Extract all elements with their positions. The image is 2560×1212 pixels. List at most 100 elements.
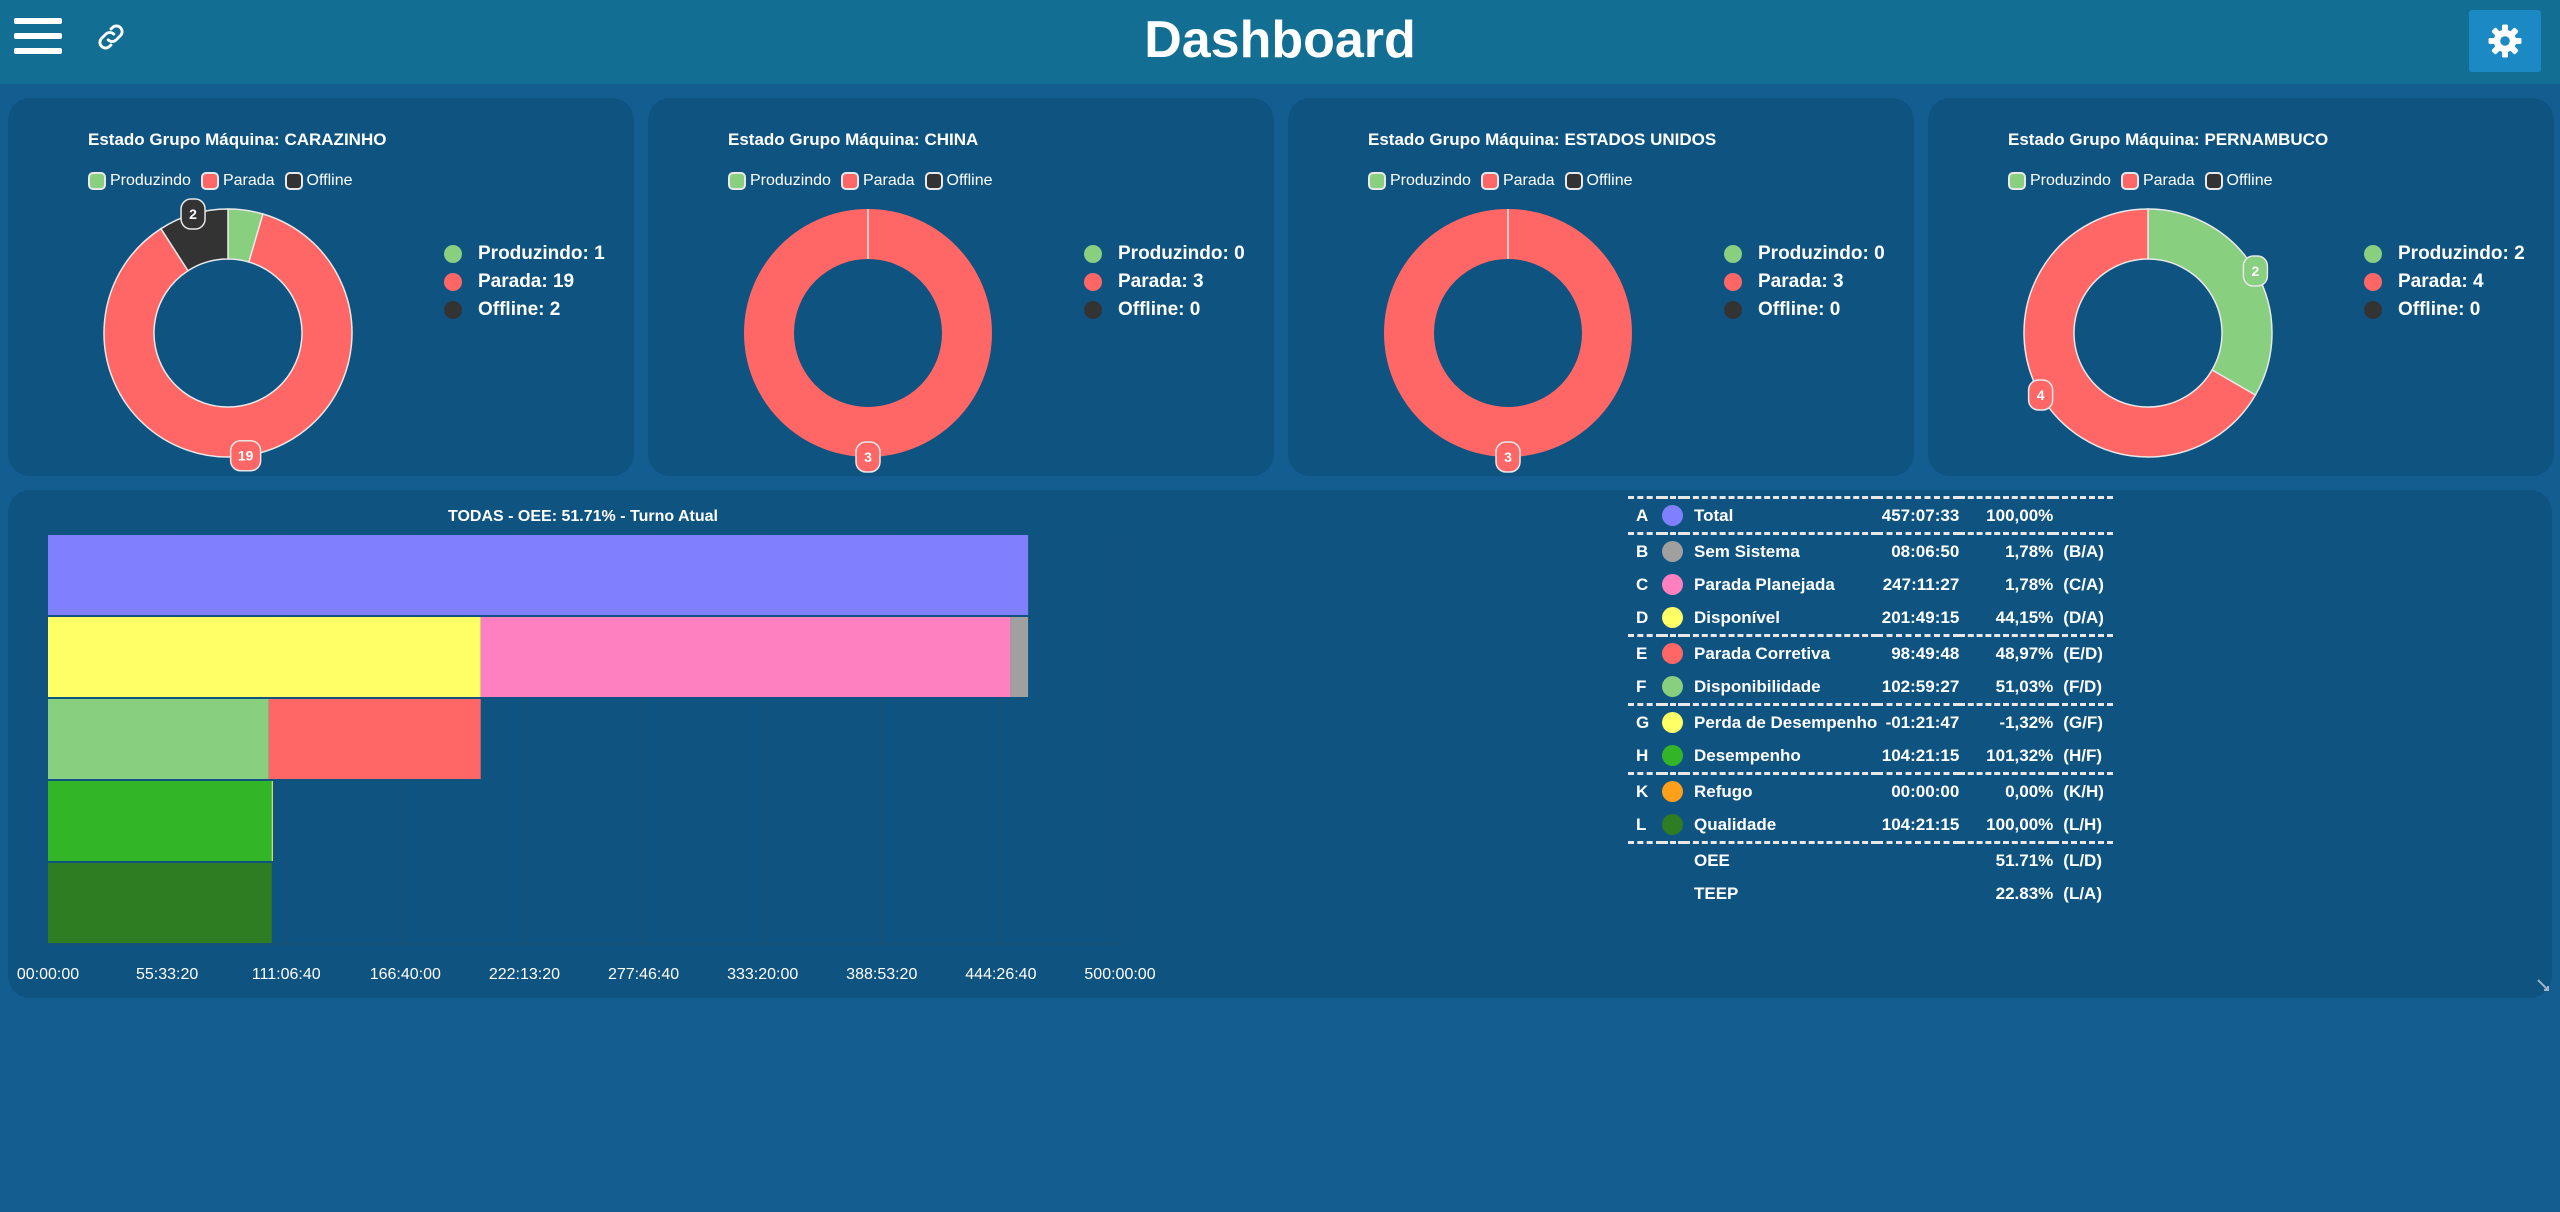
x-tick-label: 277:46:40: [607, 966, 680, 983]
row-time: 247:11:27: [1882, 574, 1960, 594]
legend-dot: [1084, 245, 1102, 263]
legend-value-label: Produzindo: 2: [2398, 243, 2525, 264]
table-row: C Parada Planejada 247:11:27 1,78% (C/A): [1628, 568, 2113, 601]
x-tick-label: 444:26:40: [965, 966, 1037, 983]
legend-item-parada[interactable]: Parada: [840, 172, 915, 190]
legend-value-label: Offline: 0: [1118, 299, 1201, 320]
row-time: 102:59:27: [1881, 676, 1960, 696]
slice-label-badge: [2242, 255, 2269, 287]
legend-dot: [1084, 273, 1102, 291]
row-color-dot: [1662, 844, 1684, 877]
row-percent: 1,78%: [2005, 574, 2054, 594]
color-dot: [1662, 712, 1683, 733]
legend-dot: [444, 245, 462, 263]
pie-legend-top: Produzindo Parada Offline: [728, 172, 1003, 190]
legend-value-parada: Parada: 4: [2364, 268, 2525, 296]
legend-value-parada: Parada: 3: [1724, 268, 1885, 296]
pie-legend-values: Produzindo: 0 Parada: 3 Offline: 0: [1724, 240, 1885, 324]
legend-item-offline[interactable]: Offline: [1564, 172, 1633, 190]
color-dot: [1662, 814, 1683, 835]
bar-segment-e: [268, 699, 481, 779]
legend-dot: [2364, 301, 2382, 319]
pie-panel: Estado Grupo Máquina: CHINA Produzindo Par…: [648, 98, 1274, 476]
legend-item-offline[interactable]: Offline: [2204, 172, 2273, 190]
legend-value-parada: Parada: 19: [444, 268, 605, 296]
row-name: Disponível: [1694, 607, 1780, 627]
legend-value-label: Parada: 19: [478, 271, 575, 292]
pie-slice-parada: [2023, 208, 2257, 458]
row-color-dot: [1662, 670, 1684, 705]
legend-value-offline: Offline: 0: [1084, 296, 1245, 324]
pie-title: Estado Grupo Máquina: CARAZINHO: [88, 130, 387, 149]
row-time: -01:21:47: [1885, 712, 1960, 732]
row-color-dot: [1662, 601, 1684, 636]
pie-slice-parada: [103, 213, 353, 458]
summary-ratio: (L/D): [2063, 850, 2102, 870]
bar-segment-b: [1010, 617, 1029, 697]
resize-handle-icon[interactable]: [2534, 976, 2552, 994]
pie-legend-top: Produzindo Parada Offline: [1368, 172, 1643, 190]
legend-swatch: [840, 172, 859, 190]
pie-title: Estado Grupo Máquina: PERNAMBUCO: [2008, 130, 2329, 149]
legend-item-produzindo[interactable]: Produzindo: [728, 172, 831, 190]
row-percent: 100,00%: [1986, 505, 2054, 525]
pie-panel: Estado Grupo Máquina: PERNAMBUCO Produzin…: [1928, 98, 2554, 476]
legend-item-offline[interactable]: Offline: [284, 172, 353, 190]
x-tick-label: 222:13:20: [488, 966, 561, 983]
legend-item-produzindo[interactable]: Produzindo: [88, 172, 191, 190]
legend-value-label: Offline: 0: [2398, 299, 2481, 320]
summary-percent: 51.71%: [1995, 850, 2054, 870]
pie-legend-top: Produzindo Parada Offline: [2008, 172, 2283, 190]
row-color-dot: [1662, 499, 1684, 534]
row-ratio: (G/F): [2063, 712, 2103, 732]
x-tick-label: 166:40:00: [369, 966, 441, 983]
legend-value-produzindo: Produzindo: 1: [444, 240, 605, 268]
table-row: F Disponibilidade 102:59:27 51,03% (F/D): [1628, 670, 2113, 705]
legend-item-produzindo[interactable]: Produzindo: [1368, 172, 1471, 190]
legend-value-label: Offline: 2: [478, 299, 561, 320]
summary-row: TEEP 22.83% (L/A): [1628, 877, 2113, 910]
row-letter: D: [1636, 607, 1649, 627]
legend-item-produzindo[interactable]: Produzindo: [2008, 172, 2111, 190]
row-time: [1877, 877, 1959, 910]
page-title: Dashboard: [1144, 11, 1416, 69]
link-icon[interactable]: [94, 20, 128, 54]
legend-dot: [1084, 301, 1102, 319]
row-ratio: (B/A): [2063, 541, 2104, 561]
legend-dot: [1724, 273, 1742, 291]
color-dot: [1662, 607, 1683, 628]
row-name: Perda de Desempenho: [1694, 712, 1878, 732]
x-tick-label: 00:00:00: [16, 966, 80, 983]
legend-label: Parada: [2142, 172, 2195, 189]
legend-swatch: [200, 172, 219, 190]
bar-segment-f: [48, 699, 269, 779]
row-name: Disponibilidade: [1694, 676, 1821, 696]
legend-item-parada[interactable]: Parada: [2120, 172, 2195, 190]
hamburger-menu-icon[interactable]: [14, 18, 62, 58]
pie-slice-parada: [744, 209, 992, 457]
legend-value-parada: Parada: 3: [1084, 268, 1245, 296]
legend-swatch: [2120, 172, 2139, 190]
pie-legend-values: Produzindo: 1 Parada: 19 Offline: 2: [444, 240, 605, 324]
legend-dot: [2364, 273, 2382, 291]
legend-swatch: [1480, 172, 1499, 190]
row-letter: L: [1636, 814, 1647, 834]
legend-item-parada[interactable]: Parada: [1480, 172, 1555, 190]
pie-legend-top: Produzindo Parada Offline: [88, 172, 363, 190]
legend-dot: [1724, 245, 1742, 263]
legend-label: Offline: [946, 172, 993, 189]
row-color-dot: [1662, 877, 1684, 910]
legend-item-parada[interactable]: Parada: [200, 172, 275, 190]
table-row: G Perda de Desempenho -01:21:47 -1,32% (G/F): [1628, 706, 2113, 739]
slice-label-badge: [229, 439, 262, 472]
color-dot: [1662, 781, 1683, 802]
settings-button[interactable]: [2469, 10, 2541, 72]
color-dot: [1662, 643, 1683, 664]
legend-label: Produzindo: [110, 172, 191, 189]
legend-item-offline[interactable]: Offline: [924, 172, 993, 190]
row-color-dot: [1662, 568, 1684, 601]
legend-dot: [2364, 245, 2382, 263]
table-divider: [1628, 496, 2114, 500]
row-percent: 48,97%: [1995, 643, 2054, 663]
legend-value-label: Parada: 3: [1758, 271, 1844, 292]
